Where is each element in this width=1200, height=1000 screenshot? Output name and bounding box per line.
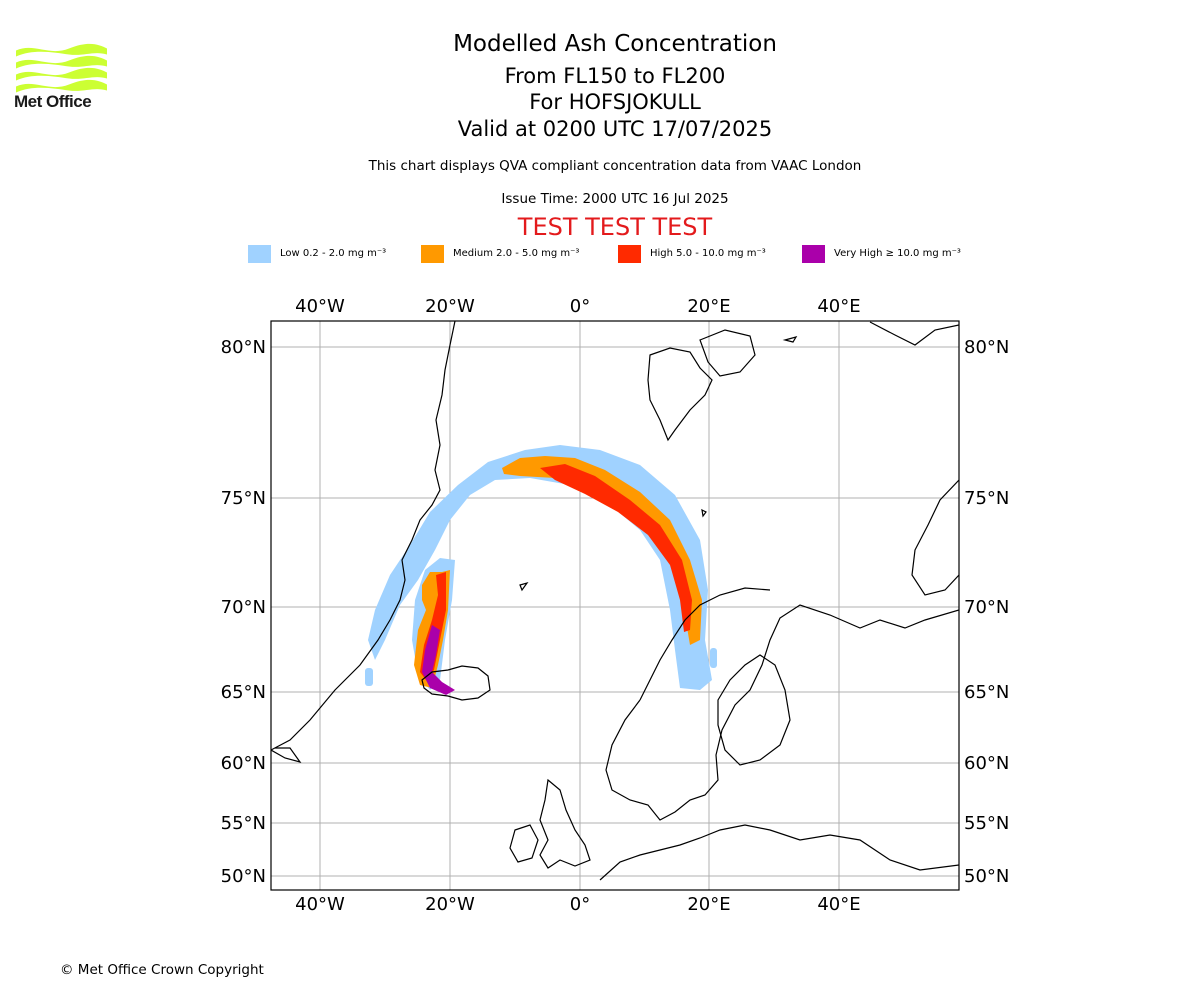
lat-tick-label: 65°N (964, 682, 1009, 703)
chart-description: This chart displays QVA compliant concen… (368, 158, 862, 174)
valid-time: Valid at 0200 UTC 17/07/2025 (457, 117, 773, 141)
legend-swatch-very-high (802, 244, 825, 263)
lon-labels-bottom: 40°W 20°W 0° 20°E 40°E (295, 894, 860, 915)
legend-swatch-high (618, 244, 641, 263)
coastlines (271, 321, 959, 881)
legend-label-low: Low 0.2 - 2.0 mg m⁻³ (280, 248, 387, 259)
lat-tick-label: 70°N (964, 597, 1009, 618)
met-office-logo-icon (16, 43, 107, 93)
lon-tick-label: 40°W (295, 296, 345, 317)
lat-tick-label: 75°N (964, 488, 1009, 509)
lat-tick-label: 55°N (221, 813, 266, 834)
lon-labels-top: 40°W 20°W 0° 20°E 40°E (295, 296, 860, 317)
lon-tick-label: 20°E (687, 296, 730, 317)
legend-item-very-high: Very High ≥ 10.0 mg m⁻³ (802, 244, 961, 263)
lat-tick-label: 55°N (964, 813, 1009, 834)
map-gridlines (271, 321, 959, 890)
lon-tick-label: 40°W (295, 894, 345, 915)
lat-labels-left: 80°N 75°N 70°N 65°N 60°N 55°N 50°N (221, 337, 266, 887)
lon-tick-label: 20°W (425, 894, 475, 915)
legend-label-high: High 5.0 - 10.0 mg m⁻³ (650, 248, 766, 259)
lon-tick-label: 0° (570, 296, 590, 317)
lat-tick-label: 70°N (221, 597, 266, 618)
lat-tick-label: 60°N (964, 753, 1009, 774)
lat-labels-right: 80°N 75°N 70°N 65°N 60°N 55°N 50°N (964, 337, 1009, 887)
legend-label-medium: Medium 2.0 - 5.0 mg m⁻³ (453, 248, 580, 259)
legend-swatch-medium (421, 244, 444, 263)
lat-tick-label: 50°N (221, 866, 266, 887)
lat-tick-label: 75°N (221, 488, 266, 509)
legend-item-high: High 5.0 - 10.0 mg m⁻³ (618, 244, 766, 263)
met-office-logo-text: Met Office (14, 92, 92, 111)
legend-item-low: Low 0.2 - 2.0 mg m⁻³ (248, 244, 386, 263)
test-banner: TEST TEST TEST (517, 213, 713, 241)
copyright-notice: © Met Office Crown Copyright (60, 962, 264, 978)
lat-tick-label: 80°N (221, 337, 266, 358)
chart-title: Modelled Ash Concentration (453, 31, 777, 57)
ash-very-high-concentration-area (422, 625, 455, 695)
legend-swatch-low (248, 244, 271, 263)
issue-time: Issue Time: 2000 UTC 16 Jul 2025 (501, 191, 729, 207)
volcano-name: For HOFSJOKULL (529, 90, 701, 114)
lon-tick-label: 0° (570, 894, 590, 915)
lon-tick-label: 20°E (687, 894, 730, 915)
lat-tick-label: 80°N (964, 337, 1009, 358)
lat-tick-label: 65°N (221, 682, 266, 703)
flight-level-range: From FL150 to FL200 (504, 64, 726, 88)
lon-tick-label: 40°E (817, 296, 860, 317)
legend-label-very-high: Very High ≥ 10.0 mg m⁻³ (834, 248, 961, 259)
lon-tick-label: 40°E (817, 894, 860, 915)
lat-tick-label: 50°N (964, 866, 1009, 887)
lon-tick-label: 20°W (425, 296, 475, 317)
map-frame (270, 320, 960, 891)
lat-tick-label: 60°N (221, 753, 266, 774)
legend-item-medium: Medium 2.0 - 5.0 mg m⁻³ (421, 244, 579, 263)
